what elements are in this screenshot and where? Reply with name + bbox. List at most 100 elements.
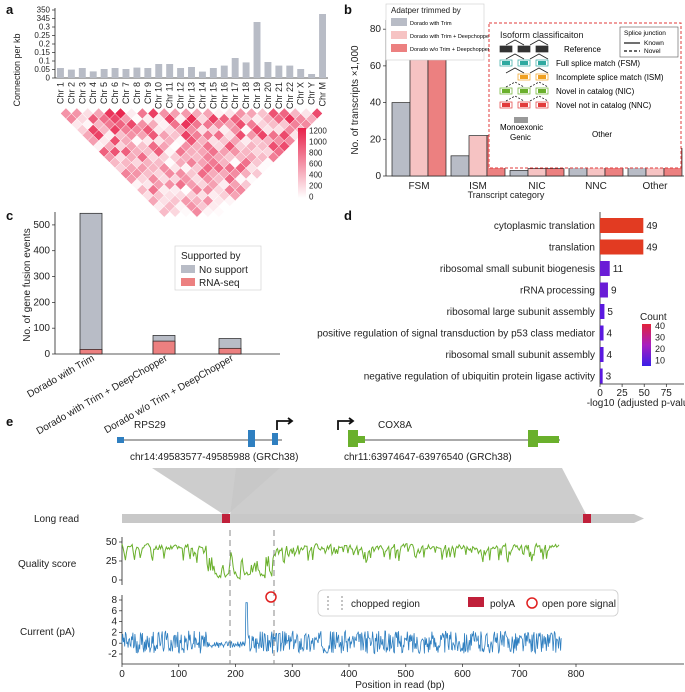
panel-b-iso-exon [535, 45, 549, 53]
rps29-exon-3 [272, 433, 278, 445]
panel-a-chromosome-label: Chr 11 [165, 82, 175, 108]
rps29-exon-1 [117, 437, 124, 443]
panel-b-iso-label: Genic [510, 133, 531, 142]
panel-a-chromosome-label: Chr 18 [241, 82, 251, 109]
panel-b-iso-junction [505, 67, 549, 74]
panel-b-category-label: Other [642, 181, 668, 192]
panel-e-legend: chopped region polyA open pore signal [317, 589, 619, 617]
panel-e-gene-cox8a: COX8A chr11:63974647-63976540 (GRCh38) [337, 417, 560, 463]
panel-d-value-label: 11 [613, 264, 624, 275]
panel-d-value-label: 49 [646, 243, 658, 254]
panel-b-iso-label: Incomplete splice match (ISM) [556, 73, 664, 82]
panel-a-chromosome-label: Chr 20 [263, 82, 273, 109]
panel-b-iso-exon-fill [520, 103, 528, 107]
panel-d-term-label: rRNA processing [520, 286, 595, 297]
panel-a-bar [319, 14, 326, 78]
panel-a-bar [275, 65, 283, 78]
panel-a-bar [155, 64, 163, 78]
panel-a-chromosome-label: Chr 8 [132, 82, 142, 104]
panel-c-ytick-label: 200 [33, 297, 50, 308]
panel-b-splice-title: Splice junction [624, 30, 666, 37]
panel-a-chromosome-label: Chr 1 [55, 82, 65, 104]
panel-b-legend-label: Dorado with Trim [410, 21, 452, 27]
panel-e-xtick-label: 100 [170, 669, 187, 680]
panel-d-xaxis: 0 25 50 75 [597, 384, 672, 399]
panel-e-xtick-label: 800 [568, 669, 585, 680]
rps29-coordinates: chr14:49583577-49585988 (GRCh38) [130, 452, 298, 463]
panel-b-yaxis: 0 20 40 60 80 [370, 24, 386, 182]
current-label: Current (pA) [20, 627, 75, 638]
panel-a-chromosome-label: Chr 3 [77, 82, 87, 104]
panel-a-ytick-label: 0.05 [34, 65, 50, 74]
panel-a-bar [308, 74, 316, 78]
panel-d-legend-title: Count [640, 312, 667, 323]
panel-e-xtick-label: 600 [454, 669, 471, 680]
panel-a-bar [177, 68, 185, 78]
panel-c-yaxis: 0 100 200 300 400 500 [33, 220, 55, 360]
panel-b-legend-title: Adatper trimmed by [391, 6, 461, 15]
panel-b-iso-label: Novel in catalog (NIC) [556, 87, 635, 96]
panel-a-chromosome-label: Chr 17 [230, 82, 240, 109]
panel-a-ytick-label: 0.3 [39, 23, 51, 32]
panel-d-term-label: ribosomal small subunit biogenesis [440, 264, 595, 275]
panel-a-chromosome-label: Chr 19 [252, 82, 262, 109]
panel-d-term-label: cytoplasmic translation [494, 221, 595, 232]
legend-open-pore-icon [526, 597, 538, 609]
panel-a-colorbar-tick: 800 [309, 149, 323, 158]
panel-b-iso-exon-fill [538, 61, 546, 65]
current-ytick-label: 0 [111, 638, 117, 649]
panel-a-bar [231, 58, 239, 78]
panel-a-bar [111, 68, 119, 78]
panel-b-iso-exon-fill [502, 61, 510, 65]
panel-label-c: c [6, 208, 13, 223]
panel-a-ytick-label: 345 [37, 14, 51, 23]
panel-b-iso-label: Reference [564, 45, 601, 54]
panel-b-legend-label: Dorado with Trim + Deepchopper [410, 34, 491, 40]
panel-d-value-label: 3 [606, 372, 612, 383]
panel-a-chromosome-label: Chr M [318, 82, 328, 107]
panel-c-ytick-label: 300 [33, 272, 50, 283]
panel-a-bar [209, 68, 217, 78]
panel-c-bar-rnaseq [79, 349, 103, 355]
panel-c-bars [79, 212, 242, 355]
panel-label-b: b [344, 2, 352, 17]
panel-a-colorbar-tick: 400 [309, 171, 323, 180]
panel-c-ytick-label: 100 [33, 323, 50, 334]
long-read-label: Long read [34, 514, 79, 525]
current-ytick-label: 6 [111, 606, 117, 617]
panel-a-heatmap-cell [311, 107, 323, 120]
panel-d-xtick-label: 75 [661, 388, 673, 399]
cox8a-exon-2b [537, 436, 559, 443]
panel-a-chromosome-label: Chr Y [307, 82, 317, 105]
cox8a-tss-arrow-icon [337, 417, 355, 430]
panel-a-bar [242, 62, 250, 78]
panel-d-term-label: negative regulation of ubiquitin protein… [364, 372, 595, 383]
panel-b-splice-legend [619, 26, 679, 58]
panel-a-chromosome-label: Chr 13 [187, 82, 197, 109]
panel-a-bar [67, 69, 75, 78]
panel-a-heatmap [60, 107, 323, 218]
panel-b-iso-exon-fill [520, 75, 528, 79]
panel-d-xtick-label: 0 [597, 388, 603, 399]
panel-a-colorbar-gradient [298, 128, 306, 198]
panel-a-chromosome-labels: Chr 1 Chr 2 Chr 3 Chr 4 Chr 5 Chr 6 Chr 7 Chr 8… [55, 82, 327, 109]
panel-a-chromosome-label: Chr 12 [176, 82, 186, 109]
current-ytick-label: 8 [111, 595, 117, 606]
panel-a-bar [144, 68, 152, 78]
open-pore-signal-marker [265, 591, 277, 603]
rps29-exon-2 [248, 430, 255, 447]
panel-a-bar [286, 65, 294, 78]
panel-d-xtick-label: 25 [617, 388, 629, 399]
panel-b-ytick-label: 80 [370, 24, 382, 35]
panel-a-colorbar-tick: 1200 [309, 127, 327, 136]
panel-b-category-label: ISM [469, 181, 487, 192]
panel-b-category-label: NIC [528, 181, 545, 192]
panel-d-bar [600, 239, 644, 255]
panel-a-chromosome-label: Chr 9 [143, 82, 153, 104]
panel-b-iso-exon-fill [520, 89, 528, 93]
panel-e-xtick-label: 500 [397, 669, 414, 680]
panel-b-ytick-label: 20 [370, 134, 382, 145]
